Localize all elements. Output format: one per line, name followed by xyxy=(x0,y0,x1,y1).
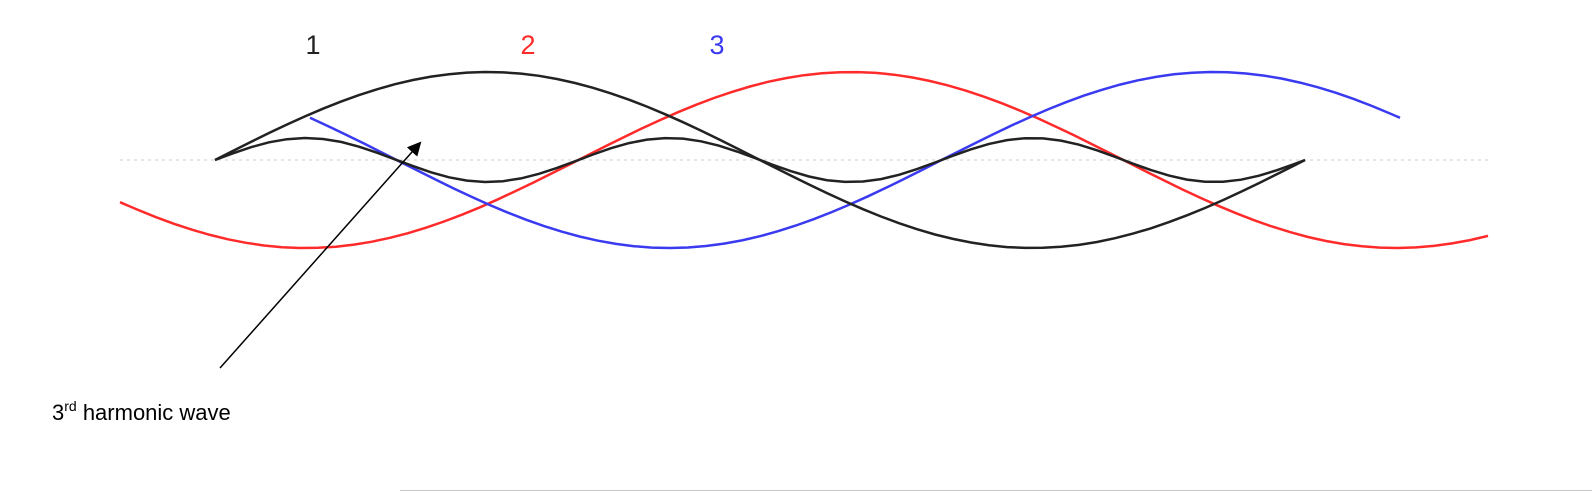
third-harmonic-wave xyxy=(214,136,1306,184)
bottom-rule xyxy=(400,490,1592,491)
annotation-text: harmonic wave xyxy=(77,400,231,425)
phase-3-wave xyxy=(309,70,1401,250)
phase-1-label: 1 xyxy=(305,30,320,60)
phase-2-label: 2 xyxy=(520,30,535,60)
annotation-arrow xyxy=(219,141,422,369)
annotation-number: 3 xyxy=(52,400,64,425)
annotation-superscript: rd xyxy=(64,398,76,414)
phase-3-label: 3 xyxy=(709,30,724,60)
phase-2-wave xyxy=(119,70,1489,250)
harmonic-annotation-label: 3rd harmonic wave xyxy=(52,398,231,425)
